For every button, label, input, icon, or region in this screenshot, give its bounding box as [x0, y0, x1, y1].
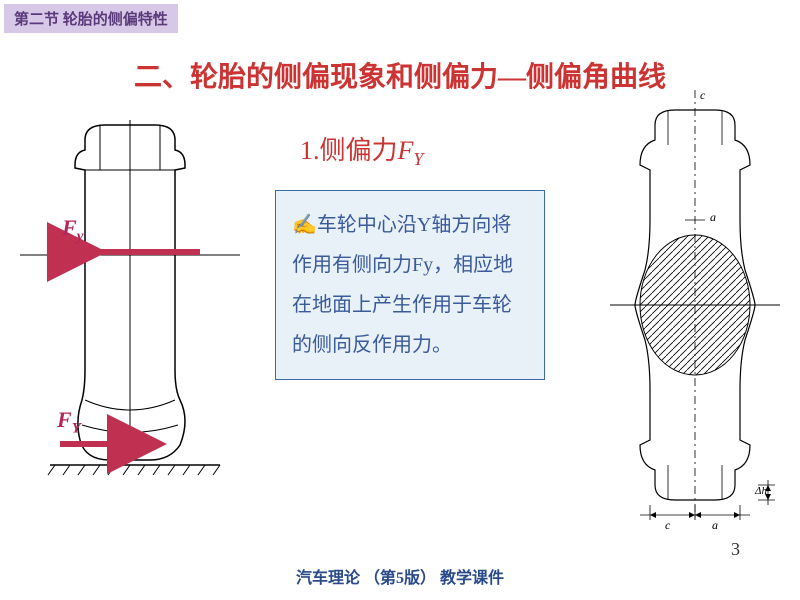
- label-dh: Δh: [755, 485, 767, 497]
- tire-front-diagram: [20, 120, 240, 500]
- force-sub-lower: Y: [72, 420, 81, 436]
- description-box: ✍车轮中心沿Y轴方向将作用有侧向力Fy，相应地在地面上产生作用于车轮的侧向反作用…: [275, 190, 545, 380]
- section-header: 第二节 轮胎的侧偏特性: [4, 4, 178, 33]
- label-a-bot: a: [712, 518, 718, 533]
- label-c-top: c: [700, 88, 705, 103]
- footer-text: 汽车理论 （第5版） 教学课件: [296, 570, 504, 587]
- section-header-text: 第二节 轮胎的侧偏特性: [14, 12, 168, 28]
- description-text: ✍车轮中心沿Y轴方向将作用有侧向力Fy，相应地在地面上产生作用于车轮的侧向反作用…: [292, 214, 513, 356]
- force-label-fy-lower: FY: [57, 407, 81, 437]
- footer: 汽车理论 （第5版） 教学课件: [0, 564, 800, 588]
- subtitle-symbol: F: [398, 136, 414, 165]
- page-title-text: 二、轮胎的侧偏现象和侧偏力—侧偏角曲线: [134, 62, 666, 93]
- force-label-fy-upper: Fy: [62, 215, 83, 245]
- label-c-bot: c: [665, 518, 670, 533]
- force-F-upper: F: [62, 215, 77, 240]
- subtitle-prefix: 1.侧偏力: [300, 136, 398, 165]
- page-title: 二、轮胎的侧偏现象和侧偏力—侧偏角曲线: [0, 55, 800, 95]
- force-F-lower: F: [57, 407, 72, 432]
- subtitle: 1.侧偏力FY: [300, 130, 423, 170]
- force-sub-upper: y: [77, 228, 84, 244]
- tire-contact-diagram: c a c a Δh: [610, 90, 780, 490]
- subtitle-subscript: Y: [413, 149, 423, 169]
- page-number: 3: [731, 539, 740, 560]
- label-a-mid: a: [710, 210, 716, 225]
